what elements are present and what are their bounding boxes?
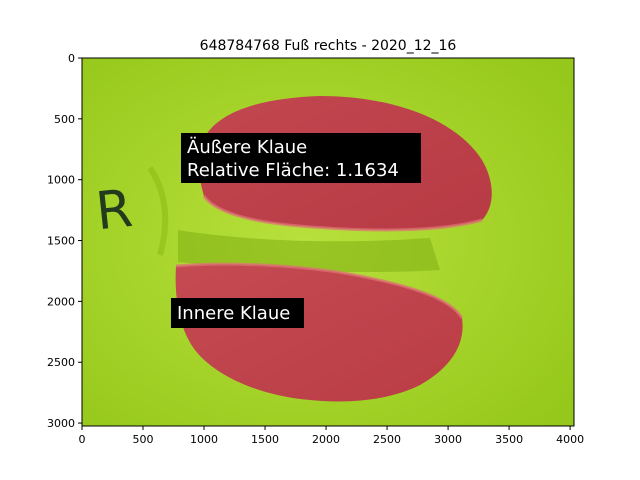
figure-title: 648784768 Fuß rechts - 2020_12_16 bbox=[200, 38, 457, 54]
y-tick-label: 1000 bbox=[47, 174, 75, 187]
x-tick-label: 4000 bbox=[556, 433, 584, 446]
annotation-inner-box bbox=[171, 298, 304, 328]
inner-claw-rim bbox=[175, 262, 464, 319]
annotation-outer-area: Relative Fläche: 1.1634 bbox=[187, 160, 399, 181]
annotation-outer-claw: Äußere Klaue Relative Fläche: 1.1634 bbox=[181, 133, 421, 183]
marker-letter-R: R bbox=[93, 179, 135, 242]
x-axis-ticks: 0 500 1000 1500 2000 2500 3000 3500 4000 bbox=[79, 426, 584, 446]
y-tick-label: 2000 bbox=[47, 295, 75, 308]
outer-claw-rim bbox=[202, 195, 483, 232]
y-tick-label: 2500 bbox=[47, 356, 75, 369]
x-tick-label: 1500 bbox=[251, 433, 279, 446]
y-tick-label: 0 bbox=[68, 52, 75, 65]
y-tick-label: 1500 bbox=[47, 235, 75, 248]
y-tick-label: 500 bbox=[54, 113, 75, 126]
y-tick-label: 3000 bbox=[47, 417, 75, 430]
x-tick-label: 1000 bbox=[190, 433, 218, 446]
x-tick-label: 3000 bbox=[434, 433, 462, 446]
annotation-outer-box bbox=[181, 133, 421, 183]
x-tick-label: 500 bbox=[133, 433, 154, 446]
annotation-inner-title: Innere Klaue bbox=[177, 303, 290, 324]
x-tick-label: 2500 bbox=[373, 433, 401, 446]
photo: R bbox=[82, 58, 574, 426]
y-axis-ticks: 0 500 1000 1500 2000 2500 3000 bbox=[47, 52, 82, 430]
x-tick-label: 2000 bbox=[312, 433, 340, 446]
annotation-outer-title: Äußere Klaue bbox=[187, 137, 307, 158]
x-tick-label: 3500 bbox=[495, 433, 523, 446]
wrinkle-left bbox=[147, 166, 169, 256]
shadow-band bbox=[178, 230, 440, 273]
axes-frame bbox=[81, 57, 575, 427]
x-tick-label: 0 bbox=[79, 433, 86, 446]
annotation-inner-claw: Innere Klaue bbox=[171, 298, 304, 328]
